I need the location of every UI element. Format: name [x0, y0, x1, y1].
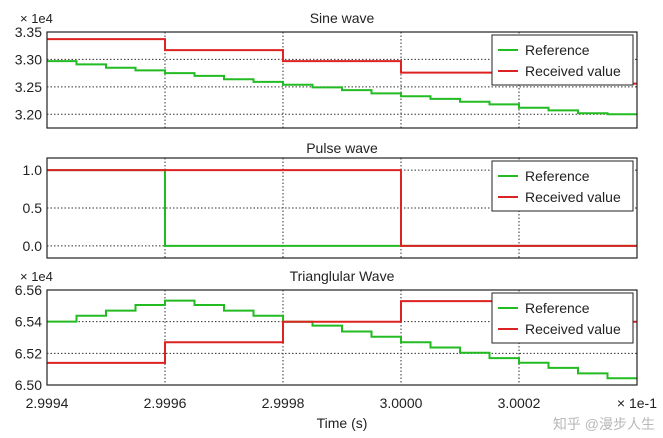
legend: Reference Received value	[491, 292, 634, 344]
y-tick-label: 0.5	[23, 200, 43, 216]
x-multiplier: × 1e-1	[617, 395, 657, 411]
watermark: 知乎 @漫步人生	[553, 416, 655, 432]
x-tick-label: 3.0000	[380, 395, 423, 411]
subplot-title: Pulse wave	[306, 140, 378, 156]
legend: Reference Received value	[491, 34, 634, 86]
legend-box	[491, 160, 634, 212]
series-received-value-line	[47, 169, 637, 247]
y-tick-label: 3.20	[15, 106, 42, 122]
y-tick-label: 0.0	[23, 238, 43, 254]
plot-frame	[46, 157, 638, 259]
legend-label: Reference	[525, 168, 590, 184]
plot-frame	[46, 31, 638, 129]
y-tick-label: 6.52	[15, 345, 42, 361]
y-tick-label: 3.25	[15, 79, 42, 95]
subplot-3: 6.50 6.52 6.54 6.56 Trianglular Wave × 1e4 Ref…	[15, 268, 638, 393]
legend-label: Reference	[525, 300, 590, 316]
y-tick-label: 3.30	[15, 51, 42, 67]
x-tick-label: 2.9996	[144, 395, 187, 411]
y-tick-label: 6.56	[15, 282, 42, 298]
y-tick-label: 1.0	[23, 162, 43, 178]
x-tick-label: 2.9998	[262, 395, 305, 411]
x-tick-label: 2.9994	[26, 395, 69, 411]
plot-frame	[46, 289, 638, 386]
series-reference-line	[47, 299, 637, 380]
y-tick-label: 6.54	[15, 314, 42, 330]
x-tick-label: 3.0002	[498, 395, 541, 411]
x-axis-label: Time (s)	[317, 415, 368, 431]
legend-label: Received value	[525, 321, 621, 337]
legend-label: Received value	[525, 63, 621, 79]
legend-box	[491, 292, 634, 344]
legend-box	[491, 34, 634, 86]
y-tick-label: 6.50	[15, 377, 42, 393]
series-reference-line	[47, 60, 637, 116]
y-multiplier: × 1e4	[20, 269, 53, 284]
legend-label: Received value	[525, 189, 621, 205]
y-tick-label: 3.35	[15, 24, 42, 40]
subplot-2: 0.0 0.5 1.0 Pulse wave Reference Received val…	[23, 140, 638, 259]
subplot-title: Trianglular Wave	[290, 268, 395, 284]
legend-label: Reference	[525, 42, 590, 58]
legend: Reference Received value	[491, 160, 634, 212]
y-multiplier: × 1e4	[20, 11, 53, 26]
subplot-title: Sine wave	[310, 10, 375, 26]
